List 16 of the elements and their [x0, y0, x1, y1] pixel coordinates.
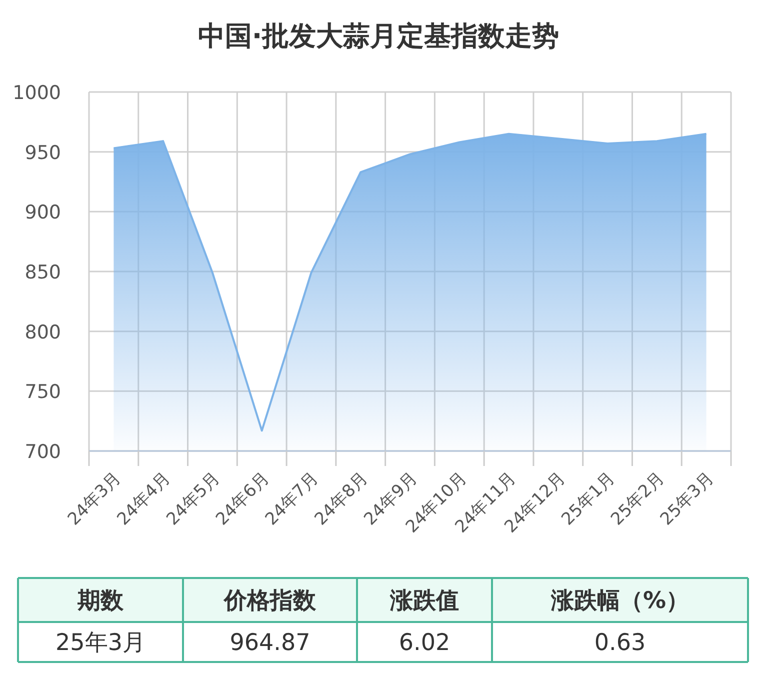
text: 涨跌值	[389, 588, 459, 614]
text: 25年3月	[56, 630, 146, 656]
chart-title: 中国·批发大蒜月定基指数走势	[198, 21, 560, 52]
y-tick-label: 950	[24, 142, 61, 164]
text: 0.63	[594, 630, 646, 656]
text: 涨跌幅（%）	[550, 588, 690, 614]
text: 6.02	[398, 630, 450, 656]
y-tick-label: 1000	[12, 82, 61, 104]
text: 价格指数	[223, 588, 317, 614]
y-tick-label: 700	[24, 441, 61, 463]
y-tick-label: 850	[24, 262, 61, 284]
text: 期数	[76, 588, 124, 614]
y-tick-label: 750	[24, 381, 61, 404]
y-tick-label: 800	[24, 321, 61, 344]
y-tick-label: 900	[24, 202, 61, 224]
text: 964.87	[230, 630, 310, 656]
